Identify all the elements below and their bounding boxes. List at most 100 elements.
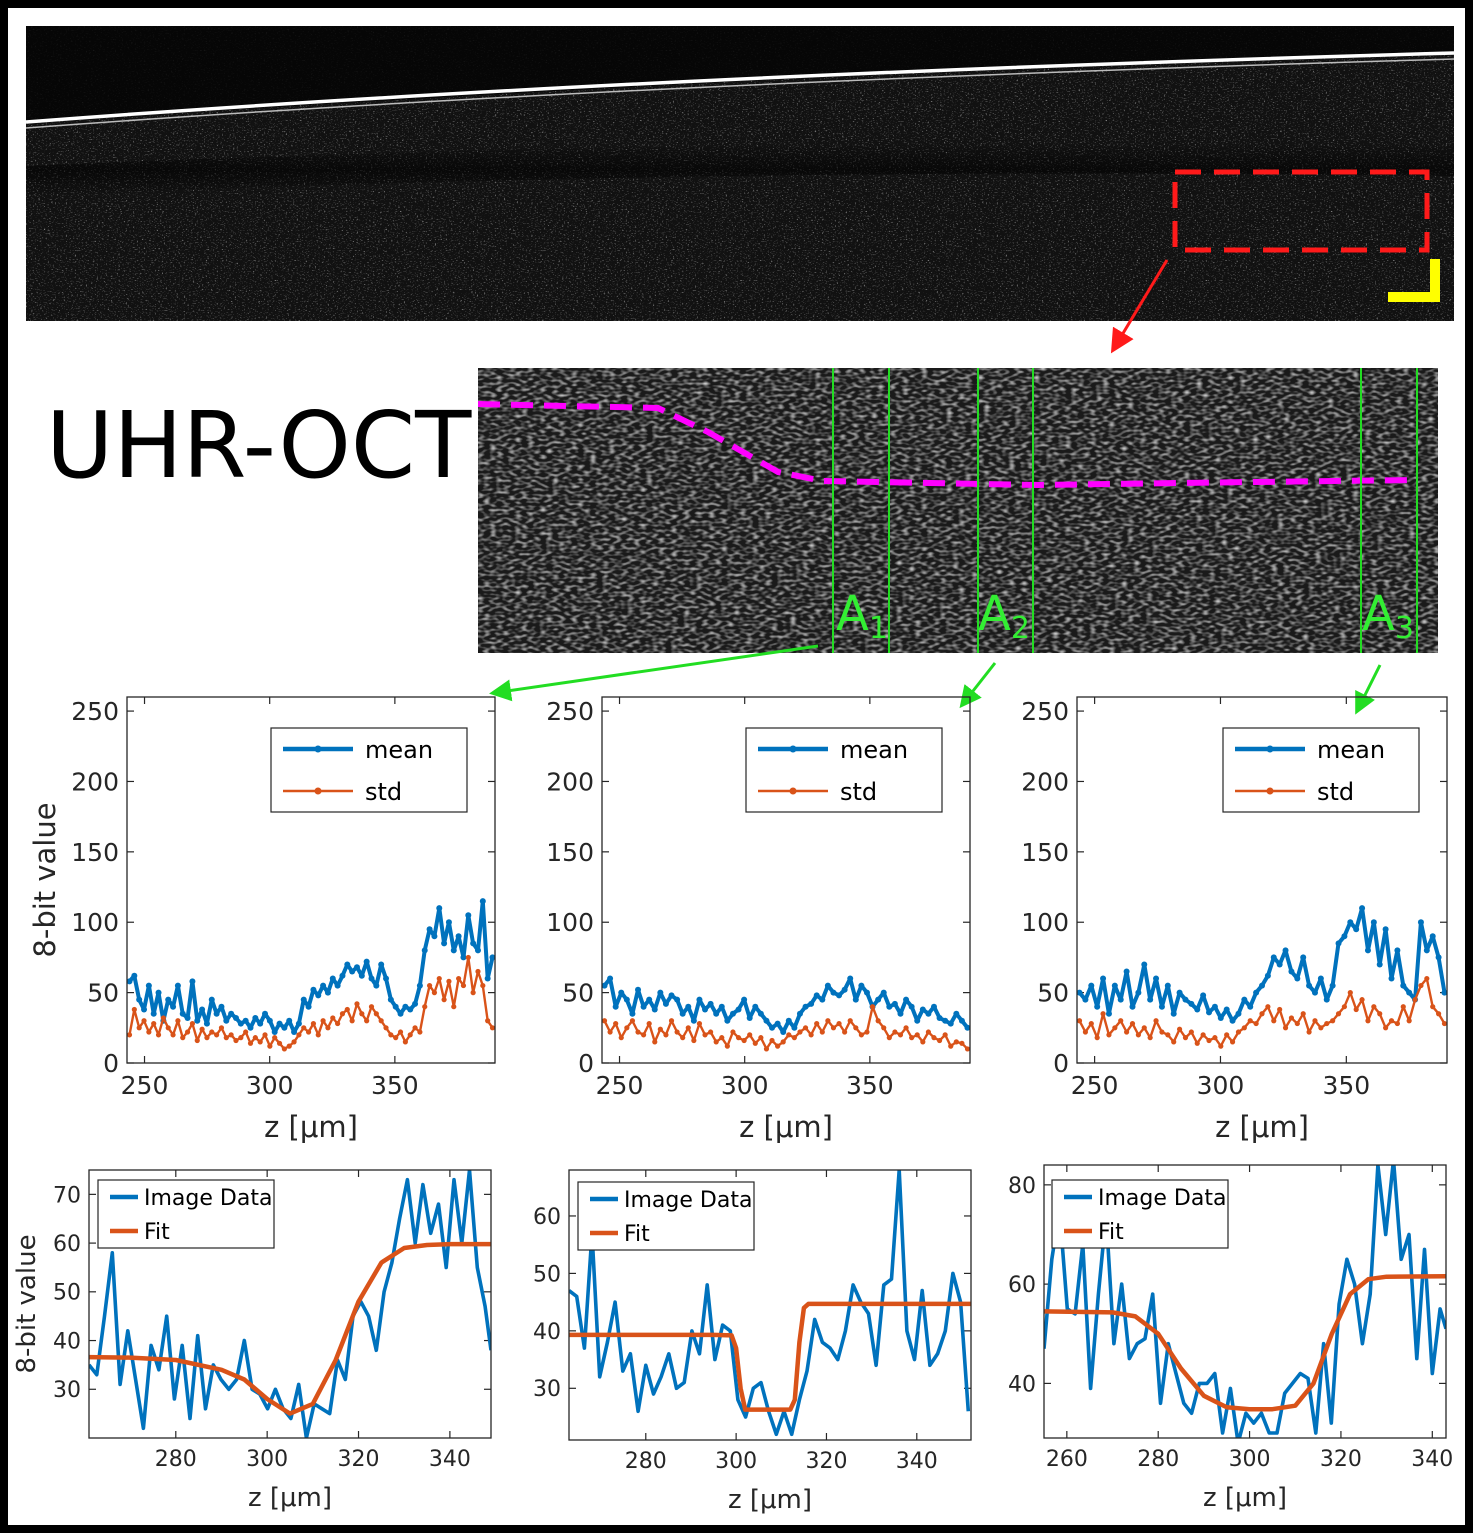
data-point	[830, 989, 837, 996]
series-group	[1044, 1165, 1446, 1438]
x-tick-label: 320	[805, 1449, 847, 1474]
data-point	[1123, 968, 1130, 975]
data-point	[426, 926, 433, 933]
data-point	[247, 1040, 254, 1046]
data-point	[830, 1025, 837, 1031]
data-point	[1200, 992, 1207, 999]
data-point	[179, 1010, 186, 1017]
data-point	[1182, 996, 1189, 1003]
data-point	[1423, 947, 1430, 954]
data-point	[1347, 990, 1353, 996]
data-point	[388, 1032, 394, 1038]
data-point	[1141, 1025, 1147, 1031]
legend-box	[1222, 727, 1420, 813]
data-point	[708, 1029, 714, 1035]
data-point	[155, 1032, 162, 1038]
data-point	[295, 1020, 302, 1027]
data-point	[869, 1004, 876, 1010]
data-point	[286, 1017, 293, 1024]
data-point	[180, 1035, 186, 1041]
data-point	[623, 996, 630, 1003]
data-point	[330, 1015, 336, 1021]
data-point	[607, 1029, 613, 1035]
data-point	[1341, 1004, 1348, 1010]
data-point	[127, 978, 133, 985]
y-tick-label: 250	[546, 697, 594, 726]
y-tick-label: 200	[71, 767, 119, 796]
data-point	[1106, 1032, 1112, 1038]
y-tick-label: 200	[546, 767, 594, 796]
data-point	[657, 989, 664, 996]
data-point	[354, 1001, 360, 1007]
data-point	[470, 990, 476, 996]
legend-label: Image Data	[624, 1188, 752, 1213]
series-group	[89, 1170, 491, 1438]
data-point	[1229, 1017, 1236, 1024]
data-point	[257, 1039, 263, 1045]
data-point	[329, 975, 336, 982]
data-point	[141, 1018, 147, 1024]
data-point	[451, 1004, 457, 1010]
data-point	[1094, 1003, 1101, 1010]
series-line-fit	[89, 1241, 491, 1416]
data-point	[825, 1018, 831, 1024]
data-point	[780, 1039, 786, 1045]
data-point	[652, 1039, 658, 1045]
data-point	[1430, 1004, 1436, 1010]
data-point	[199, 1006, 206, 1013]
data-point	[635, 1029, 641, 1035]
data-point	[1394, 1020, 1400, 1027]
data-point	[679, 1010, 686, 1017]
data-point	[741, 1037, 747, 1044]
data-point	[339, 1011, 346, 1017]
data-point	[189, 1020, 196, 1027]
data-point	[875, 1018, 881, 1024]
x-tick-label: 300	[721, 1071, 769, 1100]
data-point	[359, 1011, 365, 1017]
x-tick-label: 350	[371, 1071, 419, 1100]
data-point	[175, 1018, 181, 1024]
data-point	[223, 1035, 229, 1041]
data-point	[685, 1025, 691, 1031]
legend-label: Image Data	[144, 1186, 272, 1211]
data-point	[1100, 975, 1107, 982]
data-point	[1371, 1004, 1377, 1010]
data-point	[484, 975, 491, 982]
chart-4: 280 300 320 340 30 40 50 60 70 z [μm] 8-bit value I…	[12, 1169, 492, 1513]
data-point	[151, 1020, 157, 1027]
data-point	[863, 989, 870, 996]
y-tick-label: 60	[1008, 1273, 1036, 1298]
y-tick-label: 30	[533, 1377, 561, 1402]
data-point	[1176, 989, 1183, 996]
data-point	[1382, 926, 1389, 933]
y-tick-label: 250	[71, 697, 119, 726]
data-point	[1118, 1018, 1124, 1024]
data-point	[1224, 1032, 1230, 1038]
data-point	[436, 905, 443, 912]
data-point	[735, 1006, 742, 1013]
data-point	[1100, 1011, 1106, 1017]
data-point	[948, 1043, 954, 1049]
data-point	[383, 975, 390, 982]
data-point	[436, 975, 442, 982]
data-point	[1188, 1000, 1195, 1007]
x-axis-label: z [μm]	[1215, 1110, 1309, 1144]
data-point	[358, 972, 365, 979]
data-point	[1383, 1025, 1389, 1031]
data-point	[450, 947, 457, 954]
data-point	[936, 1014, 943, 1021]
data-point	[232, 1014, 239, 1021]
data-point	[1312, 1018, 1318, 1024]
plot-frame	[1076, 696, 1448, 1064]
data-point	[445, 919, 452, 926]
legend-label: Image Data	[1098, 1186, 1226, 1211]
plot-frame	[601, 696, 971, 1064]
data-point	[824, 982, 831, 989]
data-point	[1077, 989, 1083, 996]
data-point	[470, 940, 477, 947]
legend-label: mean	[1317, 736, 1385, 764]
data-point	[431, 990, 438, 996]
data-point	[1435, 954, 1442, 961]
x-tick-label: 350	[1322, 1071, 1370, 1100]
data-point	[813, 992, 820, 999]
